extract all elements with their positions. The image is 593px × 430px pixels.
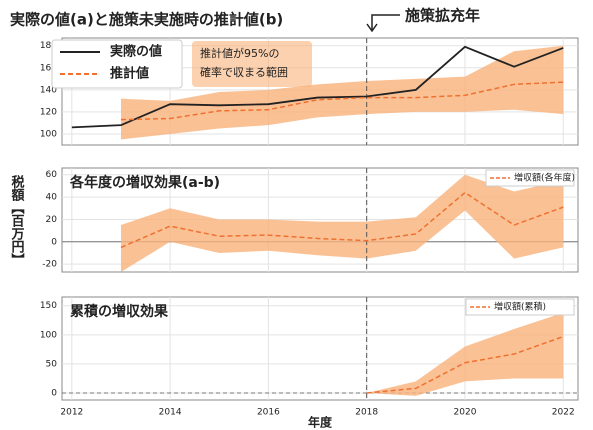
band-legend-label: 推計値が95%の bbox=[200, 46, 279, 60]
band-legend bbox=[192, 41, 312, 87]
y-tick-label: 100 bbox=[40, 330, 57, 340]
y-tick-label: 60 bbox=[46, 170, 58, 180]
x-tick-label: 2014 bbox=[159, 408, 182, 418]
y-tick-label: 180 bbox=[40, 41, 57, 51]
series-line bbox=[120, 81, 564, 121]
y-tick-label: 40 bbox=[46, 193, 58, 203]
confidence-band bbox=[120, 174, 564, 272]
confidence-band bbox=[120, 45, 564, 140]
panel-title: 各年度の増収効果(a-b) bbox=[69, 174, 220, 191]
x-tick-label: 2012 bbox=[60, 408, 83, 418]
series-line bbox=[120, 191, 564, 249]
y-tick-label: 20 bbox=[46, 215, 58, 225]
y-tick-label: 150 bbox=[40, 301, 57, 311]
annotation-arrowhead bbox=[366, 23, 378, 33]
y-tick-label: 140 bbox=[40, 85, 57, 95]
x-axis-label: 年度 bbox=[308, 415, 333, 430]
series-line bbox=[366, 335, 564, 394]
y-tick-label: 0 bbox=[51, 389, 57, 399]
x-tick-label: 2022 bbox=[552, 408, 575, 418]
legend-box bbox=[485, 169, 575, 187]
y-tick-label: 160 bbox=[40, 63, 57, 73]
series-line bbox=[71, 45, 564, 129]
y-tick-label: 0 bbox=[51, 237, 57, 247]
y-tick-label: 100 bbox=[40, 129, 57, 139]
y-axis-label: 税額【百万円】 bbox=[9, 174, 26, 266]
y-tick-label: 50 bbox=[46, 359, 58, 369]
chart-title: 実際の値(a)と施策未実施時の推計値(b) bbox=[10, 11, 283, 29]
x-tick-label: 2018 bbox=[355, 408, 378, 418]
y-tick-label: 120 bbox=[40, 107, 57, 117]
legend-label: 推計値 bbox=[110, 66, 149, 82]
y-tick-label: -20 bbox=[42, 260, 57, 270]
x-tick-label: 2020 bbox=[454, 408, 477, 418]
annotation-arrow bbox=[371, 14, 400, 30]
annotation: 施策拡充年 bbox=[405, 7, 480, 25]
panel-title: 累積の増収効果 bbox=[70, 303, 169, 320]
legend-box bbox=[465, 298, 575, 316]
legend-label: 増収額(各年度) bbox=[514, 172, 575, 184]
legend-label: 増収額(累積) bbox=[494, 301, 546, 313]
legend-label: 実際の値 bbox=[110, 44, 162, 60]
x-tick-label: 2016 bbox=[257, 408, 280, 418]
confidence-band bbox=[366, 312, 564, 396]
band-legend-label: 確率で収まる範囲 bbox=[200, 65, 288, 79]
